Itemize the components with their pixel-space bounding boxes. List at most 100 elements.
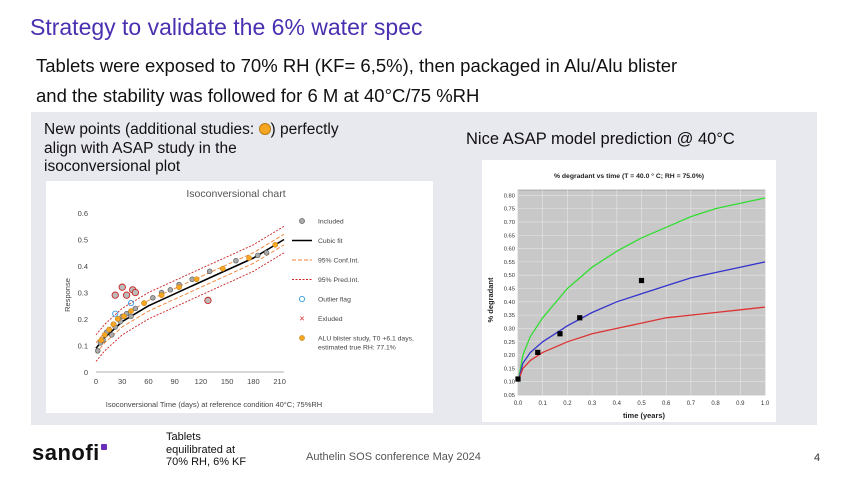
legend-excluded-icon: × xyxy=(299,314,304,324)
chart1-y-tick: 0.2 xyxy=(78,315,88,324)
chart2-y-tick: 0.75 xyxy=(504,207,515,213)
chart1-x-tick: 60 xyxy=(144,377,152,386)
legend-label: 95% Conf.Int. xyxy=(318,258,359,265)
chart1-alu-point xyxy=(246,255,252,261)
chart2-y-tick: 0.70 xyxy=(504,220,515,226)
chart2-x-tick: 0.0 xyxy=(514,401,523,407)
isoconversional-chart: Isoconversional chart Isoconversional Ti… xyxy=(46,181,433,413)
legend-outlier-icon xyxy=(298,295,306,303)
page-number: 4 xyxy=(814,452,821,464)
chart1-y-tick: 0 xyxy=(84,368,88,377)
chart1-conf-lower xyxy=(95,244,285,354)
chart2-ylabel: % degradant xyxy=(486,277,495,323)
legend-label: Outlier flag xyxy=(318,297,351,304)
chart1-alu-point xyxy=(110,321,117,328)
logo-text: sanofi xyxy=(32,440,100,465)
chart2-y-tick: 0.55 xyxy=(504,260,515,266)
chart1-y-tick: 0.1 xyxy=(78,342,88,351)
chart2-x-tick: 0.3 xyxy=(588,401,597,407)
chart2-series-line xyxy=(517,306,766,382)
note-part-1: New points (additional studies: xyxy=(44,121,255,138)
asap-chart-svg: % degradant vs time (T = 40.0 ° C; RH = … xyxy=(486,172,770,420)
chart1-alu-point xyxy=(128,308,134,314)
legend-label: Exluded xyxy=(318,316,343,323)
legend-alu-icon xyxy=(299,335,305,341)
chart1-outlier-point xyxy=(112,310,119,317)
chart2-x-tick: 0.7 xyxy=(687,401,696,407)
isoconversional-chart-svg: Isoconversional chart Isoconversional Ti… xyxy=(63,188,414,409)
chart1-y-tick: 0.3 xyxy=(78,289,88,298)
note-line-3: isoconversional plot xyxy=(44,158,181,175)
chart1-x-tick: 30 xyxy=(118,377,126,386)
note-line-2: align with ASAP study in the xyxy=(44,139,237,157)
chart2-x-tick: 0.9 xyxy=(736,401,745,407)
chart1-included-point xyxy=(128,313,134,320)
chart1-x-tick: 0 xyxy=(94,377,98,386)
chart1-alu-point xyxy=(106,326,112,333)
chart1-alu-point xyxy=(141,300,147,306)
chart2-x-tick: 0.8 xyxy=(711,401,720,407)
chart2-data-point xyxy=(557,331,563,337)
chart2-title: % degradant vs time (T = 40.0 ° C; RH = … xyxy=(554,172,704,180)
chart1-y-tick: 0.4 xyxy=(78,262,88,271)
chart1-alu-point xyxy=(219,265,226,272)
slide-title: Strategy to validate the 6% water spec xyxy=(30,14,423,40)
chart2-y-tick: 0.65 xyxy=(504,233,515,239)
left-note: New points (additional studies: ) perfec… xyxy=(44,121,339,177)
chart2-xlabel: time (years) xyxy=(623,411,666,420)
chart2-y-tick: 0.30 xyxy=(504,326,515,332)
chart2-data-point xyxy=(577,315,583,321)
chart1-alu-point xyxy=(98,337,105,344)
chart1-alu-point xyxy=(121,313,127,320)
chart2-y-tick: 0.05 xyxy=(504,393,515,399)
chart2-y-tick: 0.45 xyxy=(504,287,515,293)
chart1-excluded-point xyxy=(118,283,126,291)
footer-note: Tablets equilibrated at 70% RH, 6% KF xyxy=(166,431,246,469)
chart1-y-tick: 0.5 xyxy=(78,236,88,245)
legend-label: Included xyxy=(318,219,344,226)
logo-mark-icon xyxy=(100,444,107,450)
chart1-x-tick: 120 xyxy=(195,377,208,386)
chart2-x-tick: 0.4 xyxy=(613,401,622,407)
chart2-x-tick: 0.1 xyxy=(539,401,548,407)
chart1-alu-point xyxy=(176,284,182,291)
subtitle-line-1: Tablets were exposed to 70% RH (KF= 6,5%… xyxy=(36,55,678,76)
chart2-data-point xyxy=(638,277,645,284)
chart2-x-tick: 0.5 xyxy=(637,401,646,407)
footer-note-line: Tablets xyxy=(166,431,201,443)
chart1-included-point xyxy=(233,257,239,264)
note-part-2: ) perfectly xyxy=(270,121,339,138)
chart2-y-tick: 0.80 xyxy=(504,193,515,199)
chart2-y-tick: 0.35 xyxy=(504,313,515,319)
chart1-alu-point xyxy=(115,316,121,322)
chart1-included-point xyxy=(109,332,115,338)
chart2-data-point xyxy=(515,376,521,382)
chart2-y-tick: 0.15 xyxy=(504,366,515,372)
subtitle-line-2: and the stability was followed for 6 M a… xyxy=(36,85,480,106)
chart1-excluded-point xyxy=(122,291,131,299)
chart1-included-point xyxy=(255,252,261,259)
chart2-x-tick: 1.0 xyxy=(761,401,770,407)
chart1-excluded-point xyxy=(131,288,139,297)
chart2-series-line xyxy=(517,197,766,382)
chart2-y-tick: 0.10 xyxy=(504,380,515,386)
chart2-y-tick: 0.25 xyxy=(504,340,515,346)
asap-label: Nice ASAP model prediction @ 40°C xyxy=(466,130,735,148)
chart2-y-tick: 0.50 xyxy=(504,273,515,279)
chart1-outlier-point xyxy=(127,300,135,307)
chart1-included-point xyxy=(167,287,174,293)
chart2-y-tick: 0.20 xyxy=(504,353,515,359)
chart1-included-point xyxy=(95,348,101,354)
chart1-x-tick: 90 xyxy=(171,377,179,386)
chart1-excluded-point xyxy=(204,296,212,305)
chart1-alu-point xyxy=(272,241,279,248)
conference-footer: Authelin SOS conference May 2024 xyxy=(306,451,481,463)
chart1-included-point xyxy=(263,250,270,256)
chart1-y-tick: 0.6 xyxy=(78,209,88,218)
chart1-included-point xyxy=(132,305,139,312)
sanofi-logo: sanofi xyxy=(32,440,107,466)
legend-label: Cubic fit xyxy=(318,238,343,245)
chart2-y-tick: 0.40 xyxy=(504,300,515,306)
footer-note-line: 70% RH, 6% KF xyxy=(166,456,247,468)
chart1-ylabel: Response xyxy=(63,278,72,312)
